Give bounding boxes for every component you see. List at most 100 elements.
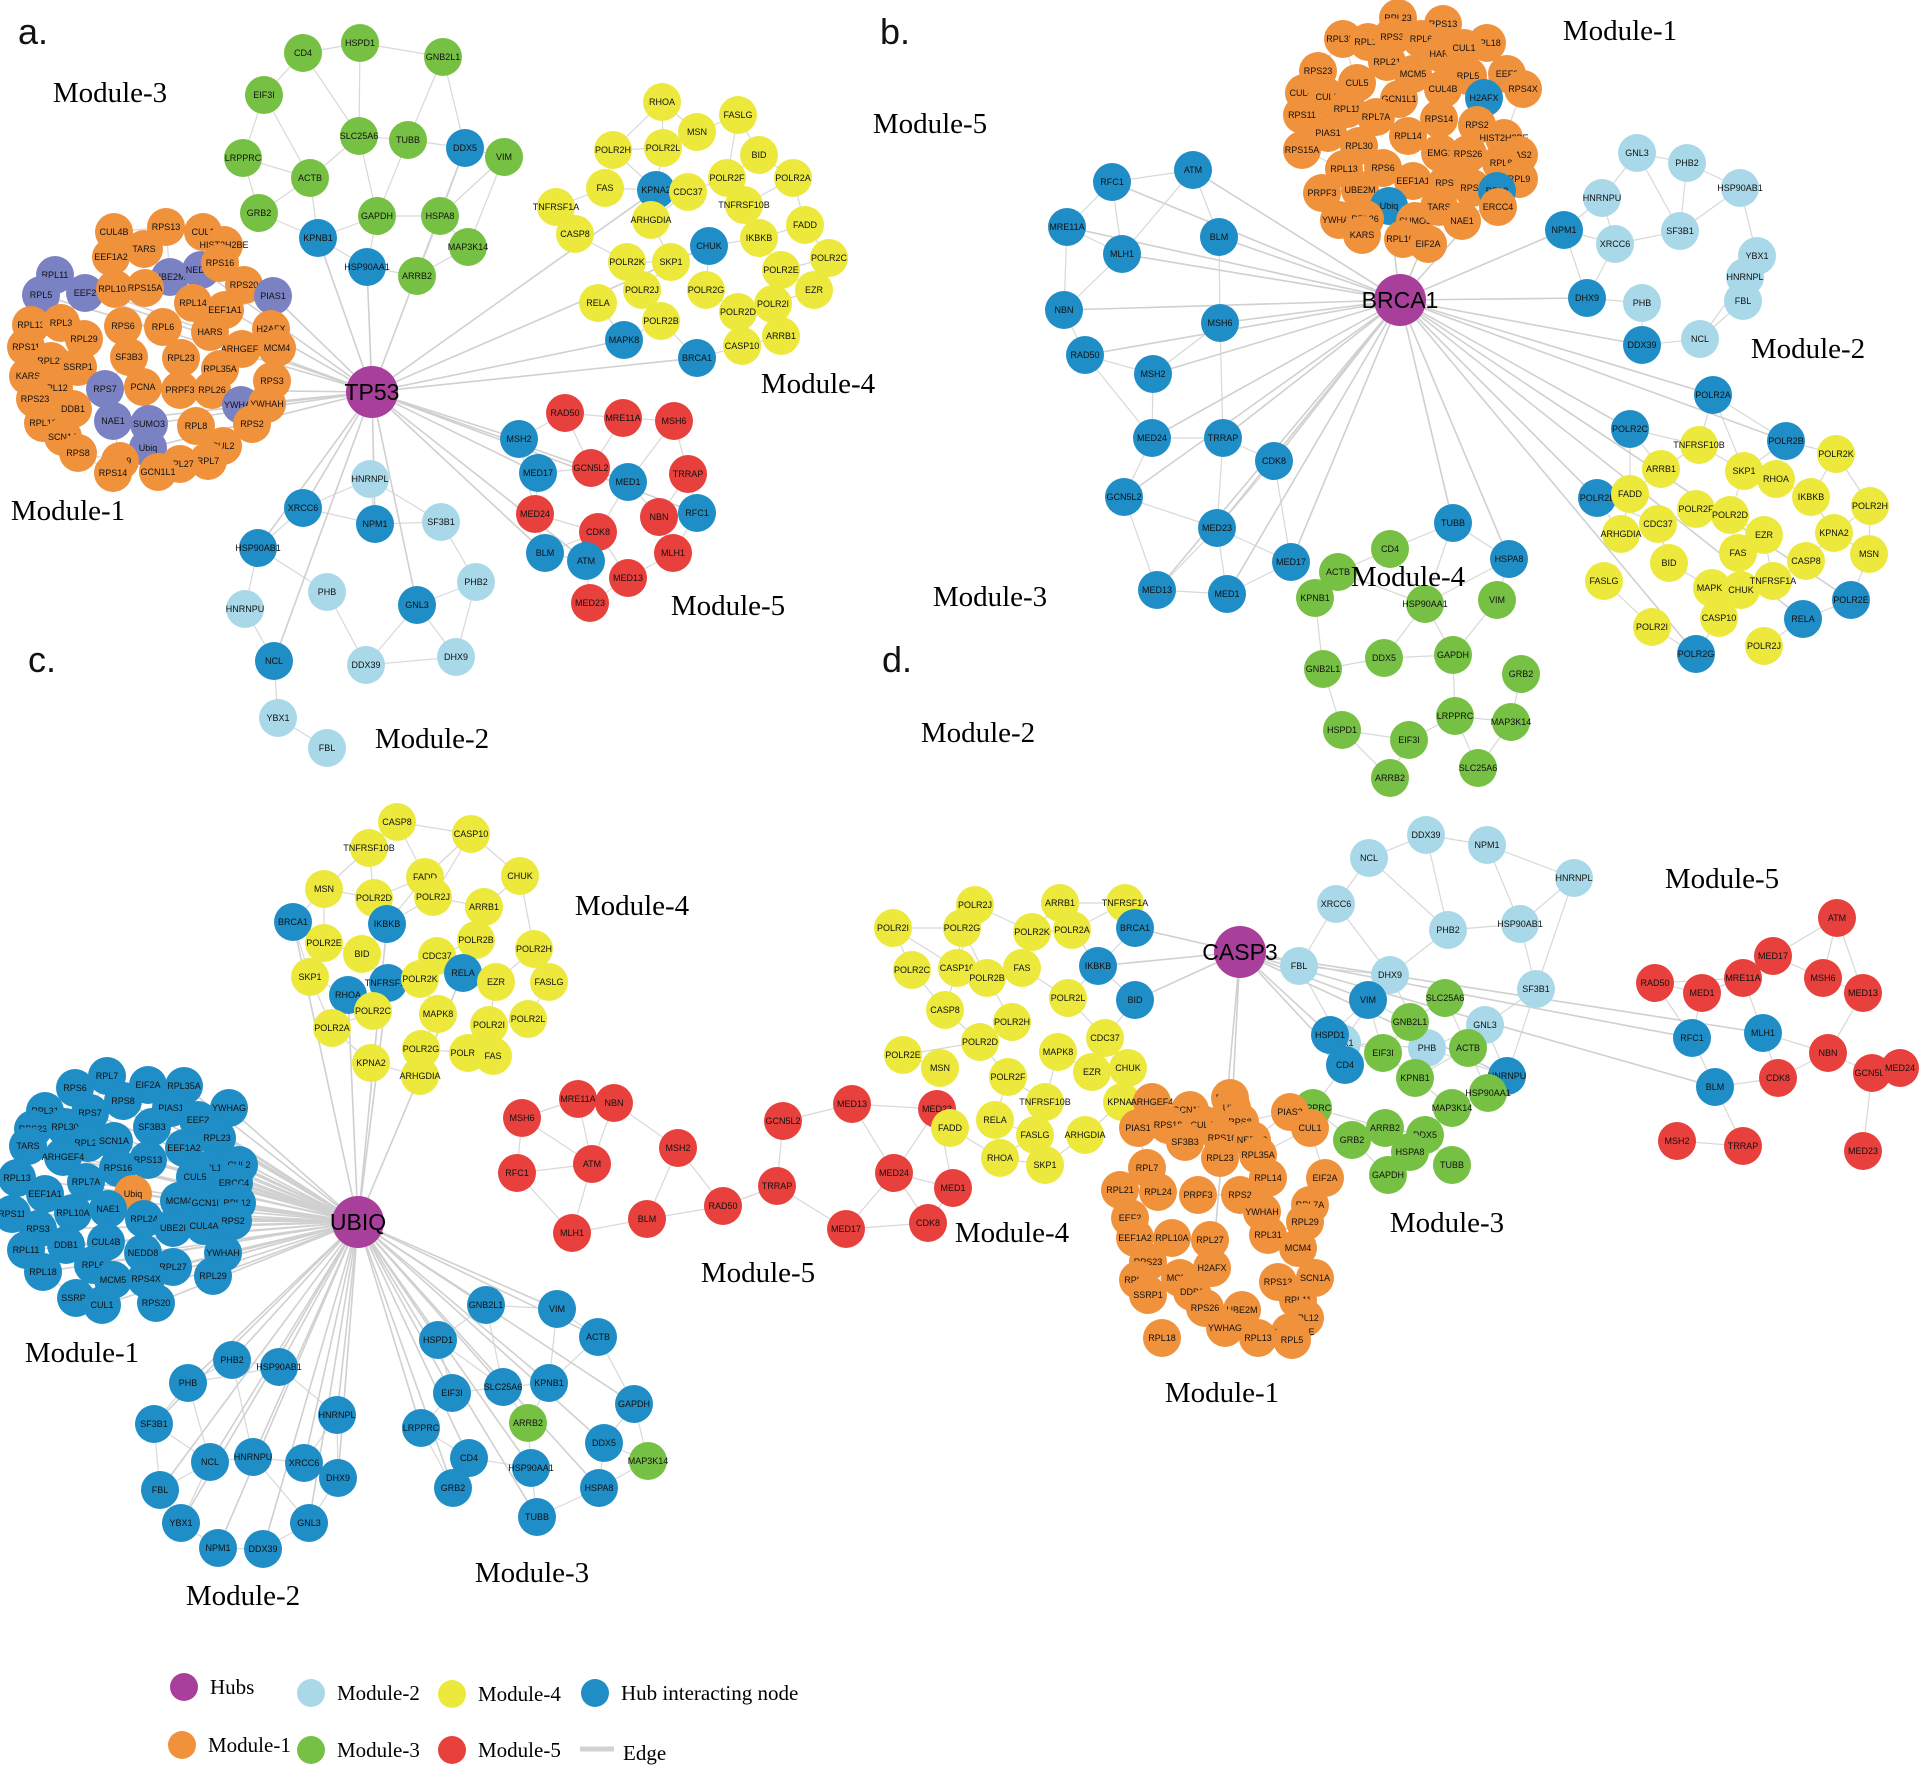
node-ARRB2[interactable]: ARRB2 xyxy=(509,1404,547,1442)
node-FAS[interactable]: FAS xyxy=(586,169,624,207)
node-ACTB[interactable]: ACTB xyxy=(1449,1029,1487,1067)
node-BID[interactable]: BID xyxy=(1116,981,1154,1019)
node-MRE11A[interactable]: MRE11A xyxy=(559,1080,597,1118)
node-POLR2D[interactable]: POLR2D xyxy=(1711,496,1749,534)
node-POLR2E[interactable]: POLR2E xyxy=(884,1036,922,1074)
node-RPL24[interactable]: RPL24 xyxy=(1139,1173,1177,1211)
node-MSN[interactable]: MSN xyxy=(921,1049,959,1087)
node-CASP10[interactable]: CASP10 xyxy=(452,815,490,853)
node-BRCA1[interactable]: BRCA1 xyxy=(274,903,312,941)
node-POLR2L[interactable]: POLR2L xyxy=(1578,479,1616,517)
node-ARRB1[interactable]: ARRB1 xyxy=(465,888,503,926)
node-MRE11A[interactable]: MRE11A xyxy=(1048,208,1086,246)
node-RAD50[interactable]: RAD50 xyxy=(704,1187,742,1225)
node-POLR2I[interactable]: POLR2I xyxy=(874,909,912,947)
node-RPL10A[interactable]: RPL10A xyxy=(54,1194,92,1232)
node-ARRB2[interactable]: ARRB2 xyxy=(1371,759,1409,797)
node-RPL13[interactable]: RPL13 xyxy=(1239,1319,1277,1357)
node-FBL[interactable]: FBL xyxy=(1280,947,1318,985)
node-MED1[interactable]: MED1 xyxy=(1683,974,1721,1012)
node-MSH6[interactable]: MSH6 xyxy=(655,402,693,440)
node-GNB2L1[interactable]: GNB2L1 xyxy=(1391,1003,1429,1041)
node-CD4[interactable]: CD4 xyxy=(1326,1046,1364,1084)
node-HSPA8[interactable]: HSPA8 xyxy=(1490,540,1528,578)
node-POLR2H[interactable]: POLR2H xyxy=(1851,487,1889,525)
node-CASP8[interactable]: CASP8 xyxy=(1787,542,1825,580)
node-POLR2H[interactable]: POLR2H xyxy=(594,131,632,169)
node-DDX39[interactable]: DDX39 xyxy=(244,1530,282,1568)
node-POLR2D[interactable]: POLR2D xyxy=(961,1023,999,1061)
node-RHOA[interactable]: RHOA xyxy=(643,83,681,121)
node-DDX5[interactable]: DDX5 xyxy=(585,1424,623,1462)
node-PIAS1[interactable]: PIAS1 xyxy=(254,277,292,315)
node-ERCC4[interactable]: ERCC4 xyxy=(1479,188,1517,226)
node-VIM[interactable]: VIM xyxy=(1349,981,1387,1019)
node-GNL3[interactable]: GNL3 xyxy=(1618,134,1656,172)
node-CASP10[interactable]: CASP10 xyxy=(723,327,761,365)
node-EIF2A[interactable]: EIF2A xyxy=(1409,225,1447,263)
node-POLR2B[interactable]: POLR2B xyxy=(1767,422,1805,460)
node-GRB2[interactable]: GRB2 xyxy=(1333,1121,1371,1159)
node-FASLG[interactable]: FASLG xyxy=(530,963,568,1001)
node-GCN5L2[interactable]: GCN5L2 xyxy=(1105,478,1143,516)
node-PHB2[interactable]: PHB2 xyxy=(213,1341,251,1379)
node-NAE1[interactable]: NAE1 xyxy=(89,1190,127,1228)
node-MRE11A[interactable]: MRE11A xyxy=(1724,959,1762,997)
node-POLR2J[interactable]: POLR2J xyxy=(1745,627,1783,665)
node-MED1[interactable]: MED1 xyxy=(934,1169,972,1207)
node-POLR2D[interactable]: POLR2D xyxy=(719,293,757,331)
node-MAP3K14[interactable]: MAP3K14 xyxy=(1491,703,1532,741)
node-MLH1[interactable]: MLH1 xyxy=(553,1214,591,1252)
node-GCN5L2[interactable]: GCN5L2 xyxy=(572,449,610,487)
node-POLR2B[interactable]: POLR2B xyxy=(457,921,495,959)
node-VIM[interactable]: VIM xyxy=(538,1290,576,1328)
node-NCL[interactable]: NCL xyxy=(1681,320,1719,358)
node-POLR2E[interactable]: POLR2E xyxy=(305,924,343,962)
node-DHX9[interactable]: DHX9 xyxy=(437,638,475,676)
node-GNB2L1[interactable]: GNB2L1 xyxy=(1304,650,1342,688)
node-HSP90AA1[interactable]: HSP90AA1 xyxy=(344,248,390,286)
node-CASP8[interactable]: CASP8 xyxy=(378,803,416,841)
node-EZR[interactable]: EZR xyxy=(1073,1053,1111,1091)
node-SLC25A6[interactable]: SLC25A6 xyxy=(1459,749,1498,787)
node-EIF3I[interactable]: EIF3I xyxy=(433,1374,471,1412)
node-GNL3[interactable]: GNL3 xyxy=(290,1504,328,1542)
node-PHB[interactable]: PHB xyxy=(169,1364,207,1402)
node-GNB2L1[interactable]: GNB2L1 xyxy=(467,1286,505,1324)
node-POLR2F[interactable]: POLR2F xyxy=(1677,490,1715,528)
node-CUL1[interactable]: CUL1 xyxy=(1291,1109,1329,1147)
node-FADD[interactable]: FADD xyxy=(931,1109,969,1147)
node-YBX1[interactable]: YBX1 xyxy=(259,699,297,737)
node-BRCA1[interactable]: BRCA1 xyxy=(1116,909,1154,947)
node-TNFRSF10B[interactable]: TNFRSF10B xyxy=(1673,426,1725,464)
node-HNRNPL[interactable]: HNRNPL xyxy=(351,460,389,498)
node-CASP8[interactable]: CASP8 xyxy=(556,215,594,253)
node-TRRAP[interactable]: TRRAP xyxy=(1724,1127,1762,1165)
node-NCL[interactable]: NCL xyxy=(255,642,293,680)
node-LRPPRC[interactable]: LRPPRC xyxy=(224,139,262,177)
node-POLR2K[interactable]: POLR2K xyxy=(1817,435,1855,473)
node-DDX5[interactable]: DDX5 xyxy=(446,129,484,167)
node-KPNB1[interactable]: KPNB1 xyxy=(530,1364,568,1402)
node-CDK8[interactable]: CDK8 xyxy=(909,1204,947,1242)
node-NAE1[interactable]: NAE1 xyxy=(94,402,132,440)
node-MED1[interactable]: MED1 xyxy=(609,463,647,501)
node-MSN[interactable]: MSN xyxy=(305,870,343,908)
node-ATM[interactable]: ATM xyxy=(1818,899,1856,937)
node-LRPPRC[interactable]: LRPPRC xyxy=(1436,697,1474,735)
node-MSH2[interactable]: MSH2 xyxy=(659,1129,697,1167)
node-IKBKB[interactable]: IKBKB xyxy=(740,219,778,257)
node-POLR2F[interactable]: POLR2F xyxy=(989,1058,1027,1096)
node-MED17[interactable]: MED17 xyxy=(827,1210,865,1248)
node-NPM1[interactable]: NPM1 xyxy=(1545,211,1583,249)
node-TUBB[interactable]: TUBB xyxy=(389,121,427,159)
node-SF3B1[interactable]: SF3B1 xyxy=(1661,212,1699,250)
node-RAD50[interactable]: RAD50 xyxy=(1636,964,1674,1002)
node-CASP8[interactable]: CASP8 xyxy=(926,991,964,1029)
node-MED13[interactable]: MED13 xyxy=(1844,974,1882,1012)
node-RPS8[interactable]: RPS8 xyxy=(104,1082,142,1120)
node-RAD50[interactable]: RAD50 xyxy=(1066,336,1104,374)
node-POLR2I[interactable]: POLR2I xyxy=(754,285,792,323)
node-GAPDH[interactable]: GAPDH xyxy=(615,1385,653,1423)
node-PRPF3[interactable]: PRPF3 xyxy=(1179,1176,1217,1214)
